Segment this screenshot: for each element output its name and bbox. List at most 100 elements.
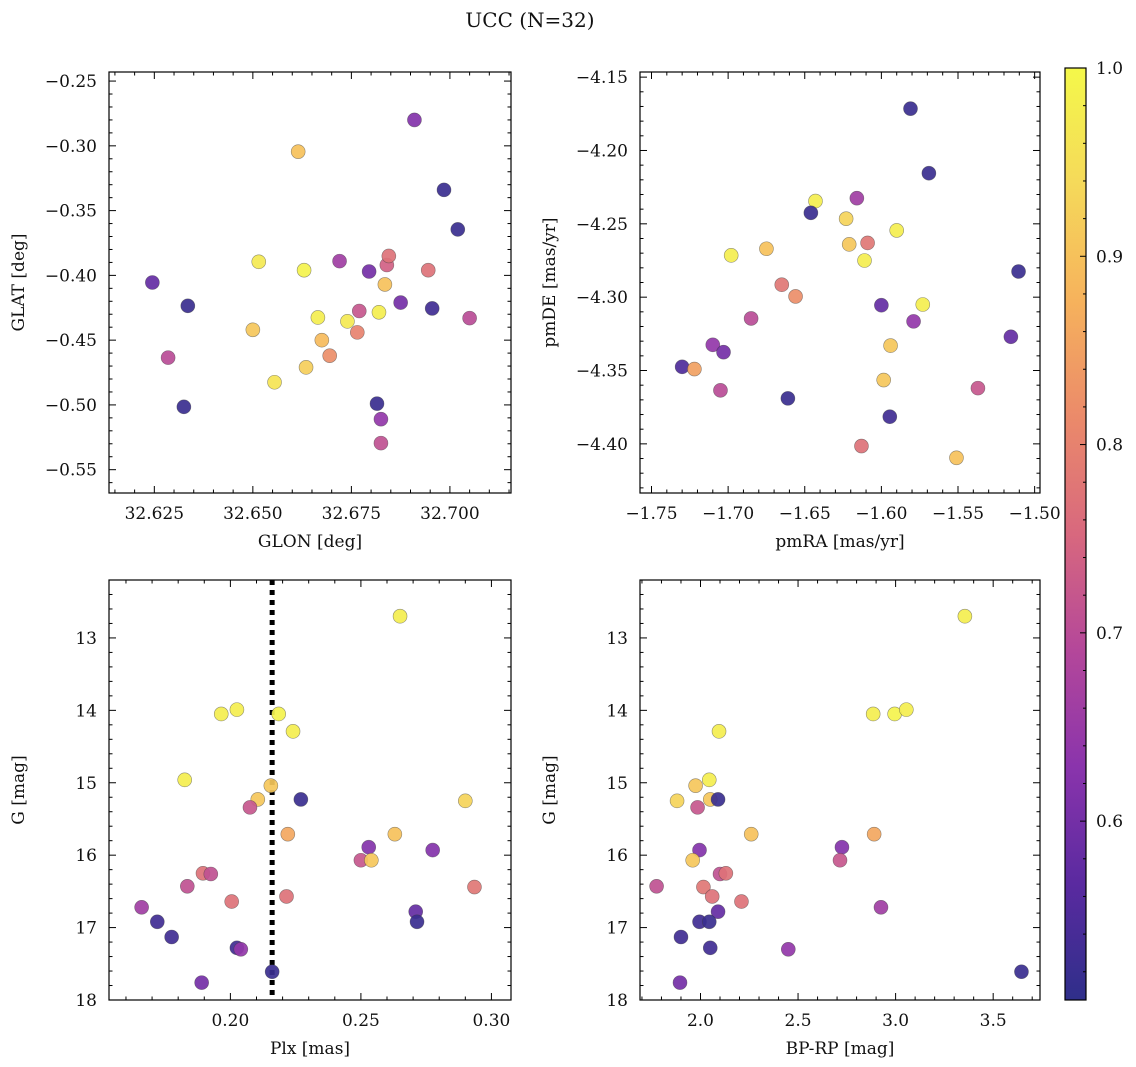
data-point bbox=[310, 310, 326, 325]
y-tick-label: −4.15 bbox=[576, 68, 628, 88]
data-point bbox=[349, 325, 365, 340]
panel-bottom-left: 0.20 0.25 0.30 13 14 15 16 17 18 Plx [mas] G [mag] bbox=[9, 579, 512, 1059]
x-axis-label: BP-RP [mag] bbox=[786, 1039, 895, 1059]
data-point bbox=[685, 852, 700, 868]
data-point bbox=[467, 879, 482, 895]
data-point bbox=[242, 800, 258, 815]
data-point bbox=[425, 842, 440, 858]
data-point bbox=[743, 826, 759, 842]
data-point bbox=[774, 277, 790, 293]
x-tick-label: 32.700 bbox=[420, 504, 479, 524]
scatter-points bbox=[145, 112, 477, 451]
data-point bbox=[860, 235, 875, 251]
data-point bbox=[874, 297, 889, 313]
data-point bbox=[780, 942, 796, 957]
data-point bbox=[164, 929, 179, 945]
data-point bbox=[381, 248, 397, 264]
data-point bbox=[180, 298, 196, 314]
data-point bbox=[298, 360, 314, 375]
y-tick-label: 16 bbox=[75, 846, 97, 866]
data-point bbox=[351, 303, 367, 319]
y-tick-label: −0.50 bbox=[45, 396, 97, 416]
data-point bbox=[280, 826, 296, 842]
data-point bbox=[369, 396, 385, 411]
x-tick-label: 2.0 bbox=[687, 1011, 714, 1031]
data-point bbox=[713, 383, 728, 398]
data-point bbox=[702, 940, 718, 956]
scatter-points bbox=[649, 608, 1029, 990]
data-point bbox=[711, 724, 727, 739]
x-tick-label: 2.5 bbox=[785, 1011, 812, 1031]
y-tick-label: −4.40 bbox=[576, 435, 628, 455]
y-tick-label: −0.40 bbox=[45, 266, 97, 286]
data-point bbox=[424, 301, 440, 316]
colorbar-tick-label: 0.6 bbox=[1096, 812, 1123, 832]
x-axis-label: GLON [deg] bbox=[258, 532, 362, 552]
colorbar-frame bbox=[1064, 67, 1087, 1001]
colorbar-gradient bbox=[1065, 68, 1086, 1000]
x-tick-label: 0.25 bbox=[342, 1011, 380, 1031]
data-point bbox=[849, 190, 865, 206]
data-point bbox=[788, 289, 803, 304]
data-point bbox=[251, 254, 267, 270]
data-point bbox=[293, 792, 309, 807]
y-tick-label: 13 bbox=[75, 629, 97, 649]
data-point bbox=[149, 914, 165, 930]
axes-frame bbox=[639, 71, 1041, 494]
y-tick-label: −0.35 bbox=[45, 202, 97, 222]
x-tick-label: 0.30 bbox=[472, 1011, 510, 1031]
y-tick-label: 15 bbox=[606, 774, 628, 794]
axes-frame bbox=[639, 579, 1041, 1001]
data-point bbox=[692, 842, 707, 858]
data-point bbox=[723, 248, 739, 263]
data-point bbox=[322, 348, 338, 363]
y-tick-label: 18 bbox=[75, 991, 97, 1011]
data-point bbox=[194, 975, 209, 990]
x-tick-label: 32.625 bbox=[125, 504, 184, 524]
data-point bbox=[203, 866, 219, 882]
y-tick-label: −0.25 bbox=[45, 72, 97, 92]
data-point bbox=[957, 608, 973, 624]
data-point bbox=[883, 338, 898, 353]
data-point bbox=[180, 879, 195, 894]
data-point bbox=[906, 314, 921, 329]
y-tick-label: −0.45 bbox=[45, 331, 97, 351]
data-point bbox=[873, 900, 889, 915]
data-point bbox=[314, 332, 330, 348]
data-point bbox=[409, 914, 425, 930]
colorbar-tick-label: 0.7 bbox=[1096, 624, 1123, 644]
data-point bbox=[264, 964, 280, 980]
x-tick-label: −1.60 bbox=[855, 504, 907, 524]
y-tick-label: 14 bbox=[606, 701, 628, 721]
data-point bbox=[285, 724, 301, 739]
data-point bbox=[970, 380, 986, 396]
y-tick-label: 15 bbox=[75, 774, 97, 794]
data-point bbox=[803, 205, 819, 221]
data-point bbox=[361, 264, 377, 279]
data-point bbox=[134, 900, 149, 915]
x-tick-label: 3.5 bbox=[980, 1011, 1007, 1031]
data-point bbox=[340, 314, 355, 329]
data-point bbox=[696, 879, 711, 895]
x-tick-label: 3.0 bbox=[882, 1011, 909, 1031]
data-point bbox=[462, 310, 477, 326]
y-tick-label: −4.30 bbox=[576, 288, 628, 308]
y-tick-label: −0.55 bbox=[45, 461, 97, 481]
scatter-points bbox=[674, 101, 1026, 466]
data-point bbox=[734, 894, 749, 909]
data-point bbox=[701, 914, 717, 930]
x-tick-label: −1.75 bbox=[625, 504, 677, 524]
data-point bbox=[780, 391, 796, 406]
data-point bbox=[866, 826, 882, 842]
x-tick-label: 32.650 bbox=[223, 504, 282, 524]
data-point bbox=[854, 438, 869, 454]
colorbar-tick-label: 0.9 bbox=[1096, 247, 1123, 267]
y-tick-label: −4.25 bbox=[576, 215, 628, 235]
data-point bbox=[176, 399, 192, 415]
data-point bbox=[649, 879, 664, 894]
data-point bbox=[373, 411, 389, 427]
data-point bbox=[674, 359, 690, 375]
data-point bbox=[271, 706, 286, 722]
x-tick-label: −1.70 bbox=[702, 504, 754, 524]
data-point bbox=[857, 253, 872, 268]
